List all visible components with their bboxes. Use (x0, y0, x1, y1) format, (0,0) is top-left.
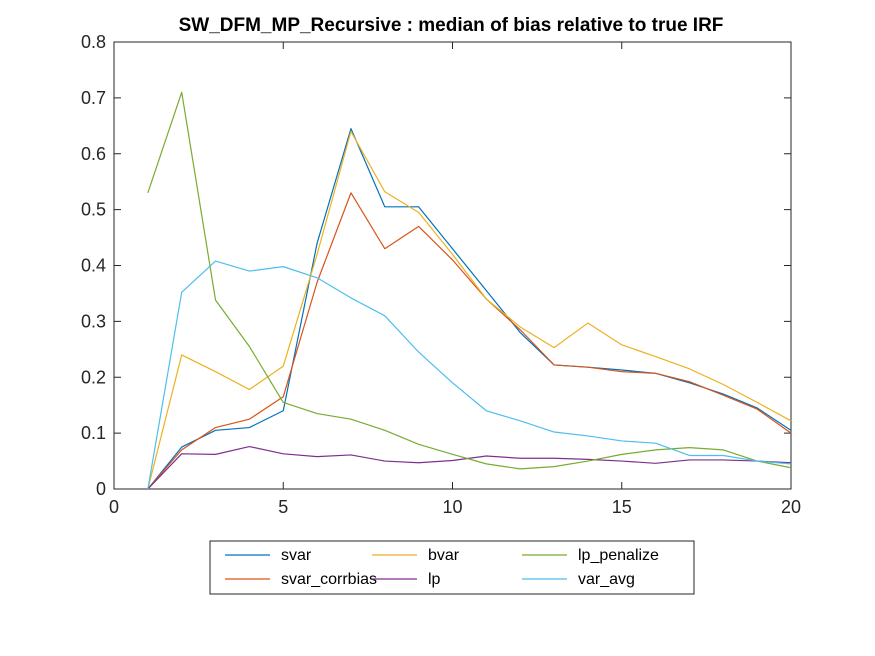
legend-label: svar (281, 547, 312, 564)
series-line-svar (147, 128, 792, 490)
legend-item-lp: lp (372, 571, 441, 588)
axis-tick-labels: 0 5 10 15 20 0 0.1 0.2 0.3 0.4 0.5 0.6 0.7 0.8 (81, 32, 801, 517)
legend-label: bvar (428, 547, 460, 564)
series-line-lp (147, 445, 792, 490)
legend-item-bvar: bvar (372, 547, 460, 564)
x-tick-label: 20 (781, 497, 801, 517)
series-line-var_avg (147, 260, 792, 490)
axes-box (113, 41, 792, 490)
y-tick-label: 0 (96, 479, 106, 499)
legend-item-var_avg: var_avg (522, 571, 635, 588)
y-tick-label: 0.2 (81, 367, 106, 387)
y-tick-label: 0.1 (81, 423, 106, 443)
legend-label: var_avg (578, 571, 635, 588)
x-tick-label: 15 (612, 497, 632, 517)
y-tick-label: 0.5 (81, 200, 106, 220)
series-lines (147, 91, 792, 490)
legend: svar bvar lp_penalize svar_corrbias lp var_av… (209, 540, 695, 595)
y-tick-label: 0.3 (81, 311, 106, 331)
plot-area: 0 5 10 15 20 0 0.1 0.2 0.3 0.4 0.5 0.6 0.7 0.8 (81, 32, 801, 517)
legend-label: lp (428, 571, 441, 588)
legend-box (209, 540, 695, 595)
legend-label: svar_corrbias (281, 571, 377, 588)
series-line-lp_penalize (147, 91, 792, 470)
axis-ticks (113, 41, 792, 490)
y-tick-label: 0.8 (81, 32, 106, 52)
chart-title: SW_DFM_MP_Recursive : median of bias rel… (179, 15, 724, 36)
series-line-svar_corrbias (147, 192, 792, 490)
legend-item-svar_corrbias: svar_corrbias (225, 571, 377, 588)
legend-item-lp_penalize: lp_penalize (522, 547, 659, 564)
x-tick-label: 5 (278, 497, 288, 517)
legend-item-svar: svar (225, 547, 312, 564)
x-tick-label: 10 (442, 497, 462, 517)
legend-label: lp_penalize (578, 547, 659, 564)
x-tick-label: 0 (109, 497, 119, 517)
y-tick-label: 0.7 (81, 88, 106, 108)
y-tick-label: 0.4 (81, 256, 106, 276)
y-tick-label: 0.6 (81, 144, 106, 164)
series-line-bvar (147, 130, 792, 490)
